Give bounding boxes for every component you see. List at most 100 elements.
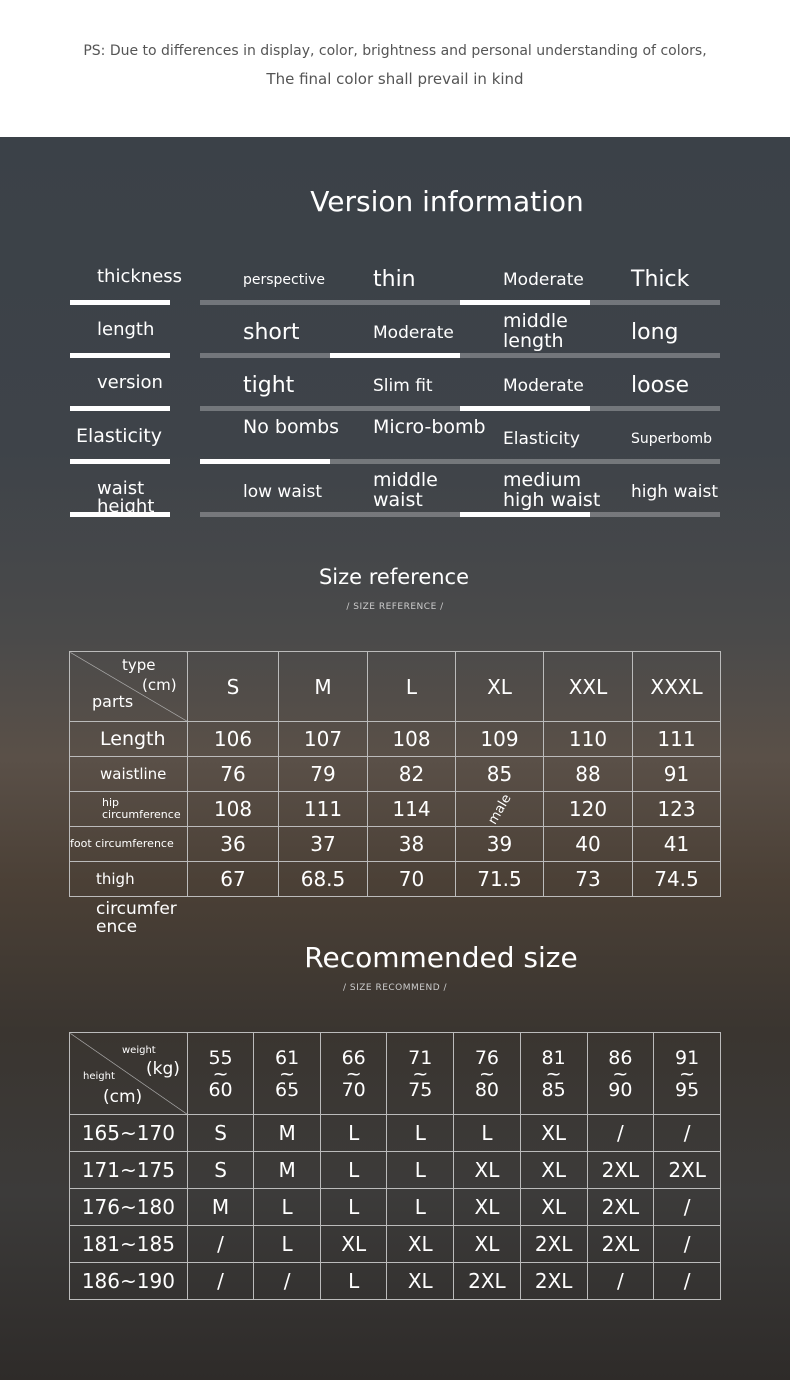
size-value: 108	[367, 721, 456, 757]
recommended-size: 2XL	[519, 1225, 588, 1263]
scale-option: short	[243, 320, 300, 345]
attribute-label: version	[97, 372, 163, 393]
scale-option: Moderate	[373, 323, 454, 343]
height-range: 165~170	[69, 1114, 188, 1152]
recommended-size: /	[186, 1262, 255, 1300]
recommended-size: 2XL	[519, 1262, 588, 1300]
tilde: ~	[478, 1062, 495, 1085]
scale-option: thin	[373, 267, 416, 292]
recommended-size: L	[319, 1188, 388, 1226]
size-value: 41	[632, 826, 721, 862]
tilde: ~	[345, 1062, 362, 1085]
recommended-size: XL	[453, 1151, 521, 1189]
recommended-size: M	[186, 1188, 255, 1226]
recommended-size: L	[253, 1188, 321, 1226]
recommended-size: /	[586, 1114, 655, 1152]
label-underline	[70, 512, 170, 517]
size-value: 40	[543, 826, 633, 862]
recommended-size: L	[453, 1114, 521, 1152]
weight-range: 66 ~70	[319, 1032, 388, 1115]
weight-max: 70	[341, 1078, 366, 1101]
attribute-label: thickness	[97, 266, 183, 287]
size-value: 36	[187, 826, 279, 862]
table-row: thigh 67 68.5 70 71.5 73 74.5	[69, 861, 721, 897]
weight-range: 86 ~90	[586, 1032, 655, 1115]
scale-option: perspective	[243, 272, 326, 288]
weight-range: 61 ~65	[253, 1032, 321, 1115]
size-value: 111	[278, 791, 368, 827]
recommend-table: weight (kg) height (cm) 55 ~60 61 ~65 66 ~70 71 ~75…	[69, 1032, 721, 1300]
recommended-size: 2XL	[586, 1225, 655, 1263]
recommended-size: L	[386, 1114, 455, 1152]
size-header: L	[367, 651, 456, 722]
label-underline	[70, 353, 170, 358]
scale-option: Thick	[631, 267, 690, 292]
weight-header-row: weight (kg) height (cm) 55 ~60 61 ~65 66 ~70 71 ~75…	[69, 1032, 721, 1115]
size-value: 108	[187, 791, 279, 827]
tilde: ~	[279, 1062, 296, 1085]
recommended-size: XL	[519, 1114, 588, 1152]
recommended-size: L	[319, 1262, 388, 1300]
table-row: Length 106 107 108 109 110 111	[69, 721, 721, 757]
color-disclaimer-line1: PS: Due to differences in display, color…	[83, 43, 707, 59]
scale-option: No bombs	[243, 416, 340, 438]
size-trailing-label: circumfer ence	[96, 899, 177, 937]
size-value: 68.5	[278, 861, 368, 897]
size-value: 74.5	[632, 861, 721, 897]
attribute-label: Elasticity	[76, 425, 162, 447]
weight-max: 95	[675, 1078, 700, 1101]
size-value: 106	[187, 721, 279, 757]
size-title: Size reference	[318, 565, 470, 589]
kg-label: (kg)	[146, 1059, 180, 1079]
corner-cell: type (cm) parts	[69, 651, 188, 722]
recommend-subtitle: / SIZE RECOMMEND /	[342, 983, 448, 993]
weight-min: 76	[474, 1046, 500, 1069]
height-range: 176~180	[69, 1188, 188, 1226]
recommended-size: 2XL	[653, 1151, 721, 1189]
size-value: 91	[632, 756, 721, 792]
size-value: 67	[187, 861, 279, 897]
recommended-size: L	[386, 1151, 455, 1189]
recommended-size: L	[253, 1225, 321, 1263]
label-underline	[70, 459, 170, 464]
recommended-size: /	[186, 1225, 255, 1263]
recommended-size: L	[319, 1151, 388, 1189]
size-table: type (cm) parts S M L XL XXL XXXL Length 106 107 108…	[69, 651, 721, 897]
recommended-size: S	[186, 1114, 255, 1152]
tilde: ~	[679, 1062, 696, 1085]
size-header: XL	[455, 651, 544, 722]
attribute-label: length	[97, 319, 155, 340]
scale-option: middle length	[503, 310, 568, 352]
size-value: 71.5	[455, 861, 544, 897]
size-value: 79	[278, 756, 368, 792]
scale-selected-indicator	[460, 300, 590, 305]
part-label: thigh	[69, 861, 188, 897]
size-value: 76	[187, 756, 279, 792]
parts-label: parts	[92, 692, 134, 711]
scale-selected-indicator	[460, 406, 590, 411]
tilde: ~	[412, 1062, 429, 1085]
label-underline	[70, 300, 170, 305]
height-range: 171~175	[69, 1151, 188, 1189]
scale-option: Micro-bomb	[373, 416, 486, 438]
weight-min: 71	[408, 1046, 433, 1069]
weight-range: 91 ~95	[653, 1032, 721, 1115]
color-disclaimer-line2: The final color shall prevail in kind	[266, 70, 524, 88]
table-row: foot circumference 36 37 38 39 40 41	[69, 826, 721, 862]
recommended-size: XL	[519, 1188, 588, 1226]
recommended-size: XL	[453, 1225, 521, 1263]
weight-max: 90	[608, 1078, 633, 1101]
size-value: 39	[455, 826, 544, 862]
scale-track	[200, 353, 720, 358]
table-row: waistline 76 79 82 85 88 91	[69, 756, 721, 792]
weight-range: 81 ~85	[519, 1032, 588, 1115]
recommended-size: /	[586, 1262, 655, 1300]
recommended-size: XL	[453, 1188, 521, 1226]
recommend-title: Recommended size	[304, 941, 578, 974]
label-underline	[70, 406, 170, 411]
size-header: S	[187, 651, 279, 722]
recommended-size: 2XL	[586, 1188, 655, 1226]
type-label: type	[122, 656, 156, 674]
scale-option: Moderate	[503, 376, 584, 396]
tilde: ~	[545, 1062, 562, 1085]
